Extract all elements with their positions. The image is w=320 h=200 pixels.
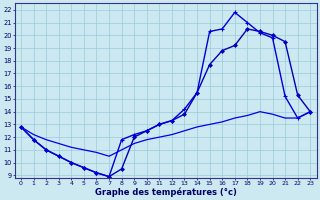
X-axis label: Graphe des températures (°c): Graphe des températures (°c) bbox=[95, 187, 236, 197]
